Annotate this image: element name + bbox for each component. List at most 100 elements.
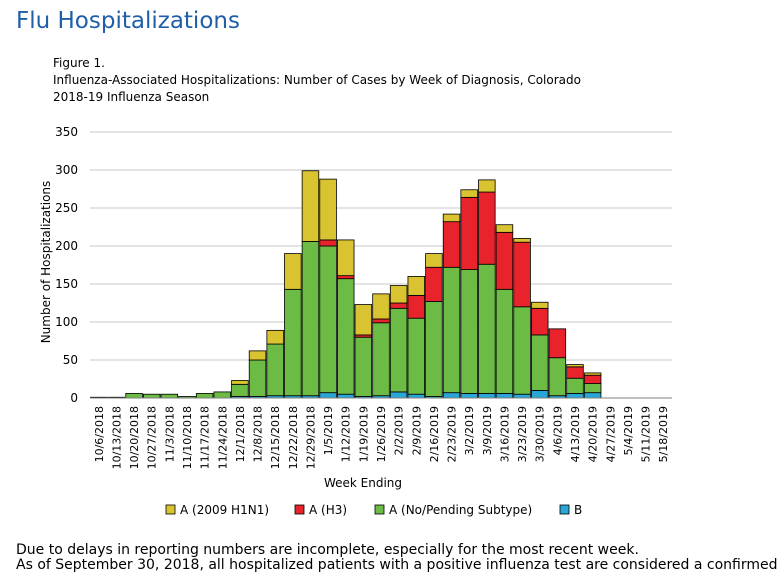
bar-segment (354, 336, 373, 397)
y-tick-label: 350 (55, 125, 78, 139)
legend-label: A (2009 H1N1) (180, 503, 269, 517)
bar-segment (143, 393, 161, 399)
bar-segment (407, 393, 425, 399)
legend: A (2009 H1N1) A (H3) A (No/Pending Subtype… (165, 503, 582, 517)
x-tick-label: 12/29/2018 (304, 406, 317, 469)
bar-segment (442, 266, 461, 394)
x-tick-label: 3/30/2019 (534, 406, 547, 462)
bar-segment (301, 241, 320, 397)
bar-segment (160, 393, 179, 399)
y-axis-label: Number of Hospitalizations (39, 181, 53, 344)
x-tick-label: 11/24/2018 (216, 406, 229, 469)
bar-segment (248, 359, 267, 397)
legend-swatch (559, 504, 570, 515)
bar-segment (319, 239, 337, 247)
bar-segment (460, 196, 478, 270)
bar-segment (372, 318, 390, 324)
footnote-line1: Due to delays in reporting numbers are i… (16, 542, 639, 558)
bar-segment (266, 329, 284, 345)
bar-segment (495, 231, 514, 290)
y-tick-label: 100 (55, 315, 78, 329)
x-tick-label: 3/2/2019 (463, 406, 476, 455)
footnote: Due to delays in reporting numbers are i… (16, 543, 782, 573)
bar-segment (389, 302, 408, 309)
bar-segment (319, 178, 337, 241)
x-tick-label: 12/1/2018 (234, 406, 247, 462)
bar-segment (566, 366, 584, 379)
bar-segment (389, 285, 408, 304)
bar-segment (266, 343, 284, 397)
bar-segment (513, 306, 531, 395)
bar-segment (425, 266, 443, 302)
bar-segment (583, 383, 602, 394)
bar-segment (513, 241, 531, 308)
bar-segment (442, 213, 461, 223)
figure-caption-line2: 2018-19 Influenza Season (53, 90, 210, 104)
bar-segment (583, 374, 602, 384)
bar-segment (460, 269, 478, 394)
bar-segment (460, 189, 478, 198)
figure-label: Figure 1. (53, 56, 105, 70)
x-tick-label: 1/12/2019 (340, 406, 353, 462)
x-tick-label: 12/15/2018 (269, 406, 282, 469)
x-tick-label: 10/20/2018 (128, 406, 141, 469)
x-axis-label: Week Ending (324, 476, 402, 490)
bar-segment (442, 221, 461, 268)
bar-segment (513, 237, 531, 243)
bar-segment (319, 245, 337, 394)
bar-segment (301, 170, 320, 242)
bar-segment (566, 364, 584, 368)
bar-segment (425, 253, 443, 268)
bar-segment (425, 301, 443, 397)
bar-segment (531, 301, 549, 309)
bar-segment (583, 372, 602, 376)
x-tick-label: 2/16/2019 (428, 406, 441, 462)
bar-segment (583, 392, 602, 399)
bar-segment (478, 263, 496, 394)
bar-segment (495, 288, 514, 394)
bar-segment (478, 191, 496, 265)
bar-segment (319, 392, 337, 399)
bar-segment (548, 328, 567, 359)
y-tick-label: 300 (55, 163, 78, 177)
x-tick-label: 1/26/2019 (375, 406, 388, 462)
bar-segment (248, 350, 267, 361)
x-tick-label: 10/6/2018 (93, 406, 106, 462)
bar-segment (478, 393, 496, 399)
bar-segment (531, 307, 549, 336)
x-tick-label: 5/18/2019 (657, 406, 670, 462)
x-tick-label: 11/3/2018 (163, 406, 176, 462)
legend-swatch (294, 504, 305, 515)
legend-swatch (374, 504, 385, 515)
x-tick-label: 4/13/2019 (569, 406, 582, 462)
x-tick-label: 5/4/2019 (622, 406, 635, 455)
bar-segment (407, 275, 425, 296)
bar-segment (231, 383, 249, 397)
bar-segment (125, 393, 143, 399)
y-tick-label: 200 (55, 239, 78, 253)
bar-segment (231, 380, 249, 385)
x-tick-label: 2/9/2019 (410, 406, 423, 455)
x-tick-label: 11/10/2018 (181, 406, 194, 469)
x-tick-label: 4/20/2019 (587, 406, 600, 462)
bar-segment (213, 391, 231, 399)
bar-segment (195, 393, 214, 399)
y-tick-label: 150 (55, 277, 78, 291)
legend-label: B (574, 503, 582, 517)
bar-segment (442, 392, 461, 399)
x-tick-label: 5/11/2019 (640, 406, 653, 462)
bar-segment (478, 179, 496, 193)
bar-segment (389, 307, 408, 393)
bar-segment (495, 224, 514, 233)
x-tick-label: 12/22/2018 (287, 406, 300, 469)
bar-segment (531, 334, 549, 391)
figure-header: Figure 1. Influenza-Associated Hospitali… (53, 55, 581, 106)
y-tick-label: 50 (63, 353, 78, 367)
bar-segment (548, 357, 567, 397)
bar-segment (337, 239, 355, 277)
bar-segment (372, 293, 390, 320)
axes: 0 50 100 150 200 250 300 350 10/6/2018 10/13/2018… (55, 125, 672, 469)
bar-segment (284, 253, 302, 290)
legend-label: A (H3) (309, 503, 347, 517)
